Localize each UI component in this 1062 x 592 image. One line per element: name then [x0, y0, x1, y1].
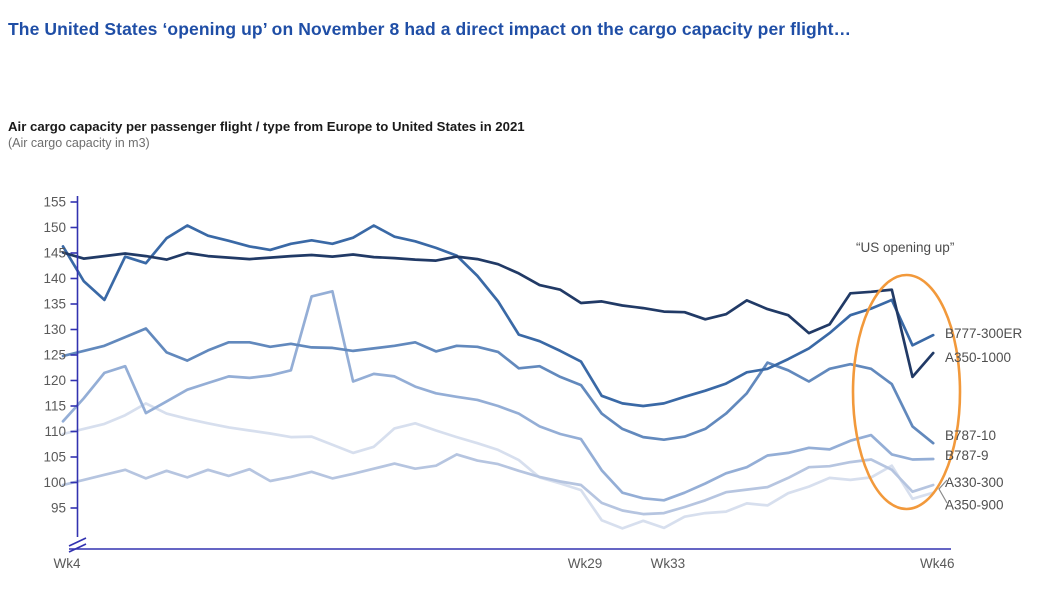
us-opening-annotation: “US opening up”	[856, 240, 955, 255]
axis-labels-group: 95 100 105 110 115 120 125 130 135 140 145 150 155 Wk…	[43, 195, 954, 572]
legend-label-B787-9: B787-9	[945, 448, 989, 463]
y-tick-label: 100	[43, 475, 66, 490]
legend-label-B787-10: B787-10	[945, 428, 996, 443]
legend-group: B777-300ER A350-1000 B787-10 B787-9 A330-300…	[945, 326, 1023, 513]
series-lines-group	[61, 224, 935, 530]
y-tick-label: 110	[44, 424, 66, 439]
chart-title: Air cargo capacity per passenger flight …	[8, 119, 525, 134]
y-tick-label: 145	[43, 246, 66, 261]
legend-label-A350-900: A350-900	[945, 498, 1004, 513]
y-tick-label: 115	[44, 399, 66, 414]
x-tick-label: Wk4	[54, 556, 81, 571]
y-tick-label: 120	[43, 373, 66, 388]
series-line-B777-300ER	[61, 224, 935, 408]
y-tick-label: 150	[43, 220, 66, 235]
y-tick-label: 140	[43, 271, 66, 286]
axes-group	[68, 196, 951, 553]
series-line-A330-300	[61, 453, 935, 516]
chart-subtitle: (Air cargo capacity in m3)	[8, 136, 150, 150]
axis-break-slash	[68, 537, 87, 547]
y-tick-label: 130	[43, 322, 66, 337]
axis-break-slash	[68, 543, 87, 553]
legend-label-B777-300ER: B777-300ER	[945, 326, 1023, 341]
x-tick-label: Wk33	[651, 556, 686, 571]
legend-label-A350-1000: A350-1000	[945, 350, 1011, 365]
series-line-B787-10	[61, 327, 935, 445]
series-line-B787-9	[61, 289, 935, 502]
y-tick-label: 135	[43, 297, 66, 312]
legend-label-A330-300: A330-300	[945, 475, 1004, 490]
y-tick-label: 125	[43, 348, 66, 363]
x-tick-label: Wk29	[568, 556, 603, 571]
x-tick-label: Wk46	[920, 556, 955, 571]
slide-title: The United States ‘opening up’ on Novemb…	[8, 19, 852, 39]
series-line-A350-1000	[61, 251, 935, 379]
y-tick-label: 95	[51, 501, 66, 516]
series-line-A350-900	[61, 402, 935, 530]
us-opening-highlight-ellipse	[851, 273, 962, 511]
y-tick-label: 155	[43, 195, 66, 210]
legend-pointer-bracket	[938, 479, 948, 504]
y-tick-label: 105	[43, 450, 66, 465]
